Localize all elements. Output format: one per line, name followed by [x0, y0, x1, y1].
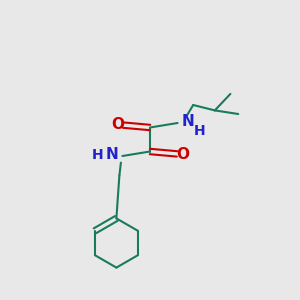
- Text: H: H: [92, 148, 104, 162]
- Text: N: N: [182, 114, 194, 129]
- Text: O: O: [176, 147, 189, 162]
- Text: N: N: [106, 147, 118, 162]
- Text: O: O: [111, 117, 124, 132]
- Text: H: H: [194, 124, 205, 138]
